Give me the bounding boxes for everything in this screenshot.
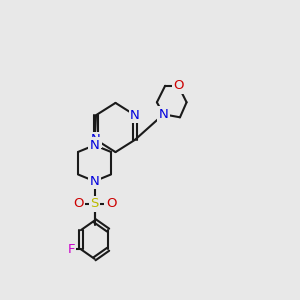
Text: N: N: [90, 139, 99, 152]
Text: O: O: [106, 197, 116, 210]
Text: N: N: [91, 133, 101, 146]
Text: S: S: [90, 197, 99, 210]
Text: O: O: [73, 197, 83, 210]
Text: N: N: [90, 175, 99, 188]
Text: F: F: [68, 243, 75, 256]
Text: N: N: [130, 109, 140, 122]
Text: O: O: [173, 79, 184, 92]
Text: N: N: [159, 108, 168, 121]
